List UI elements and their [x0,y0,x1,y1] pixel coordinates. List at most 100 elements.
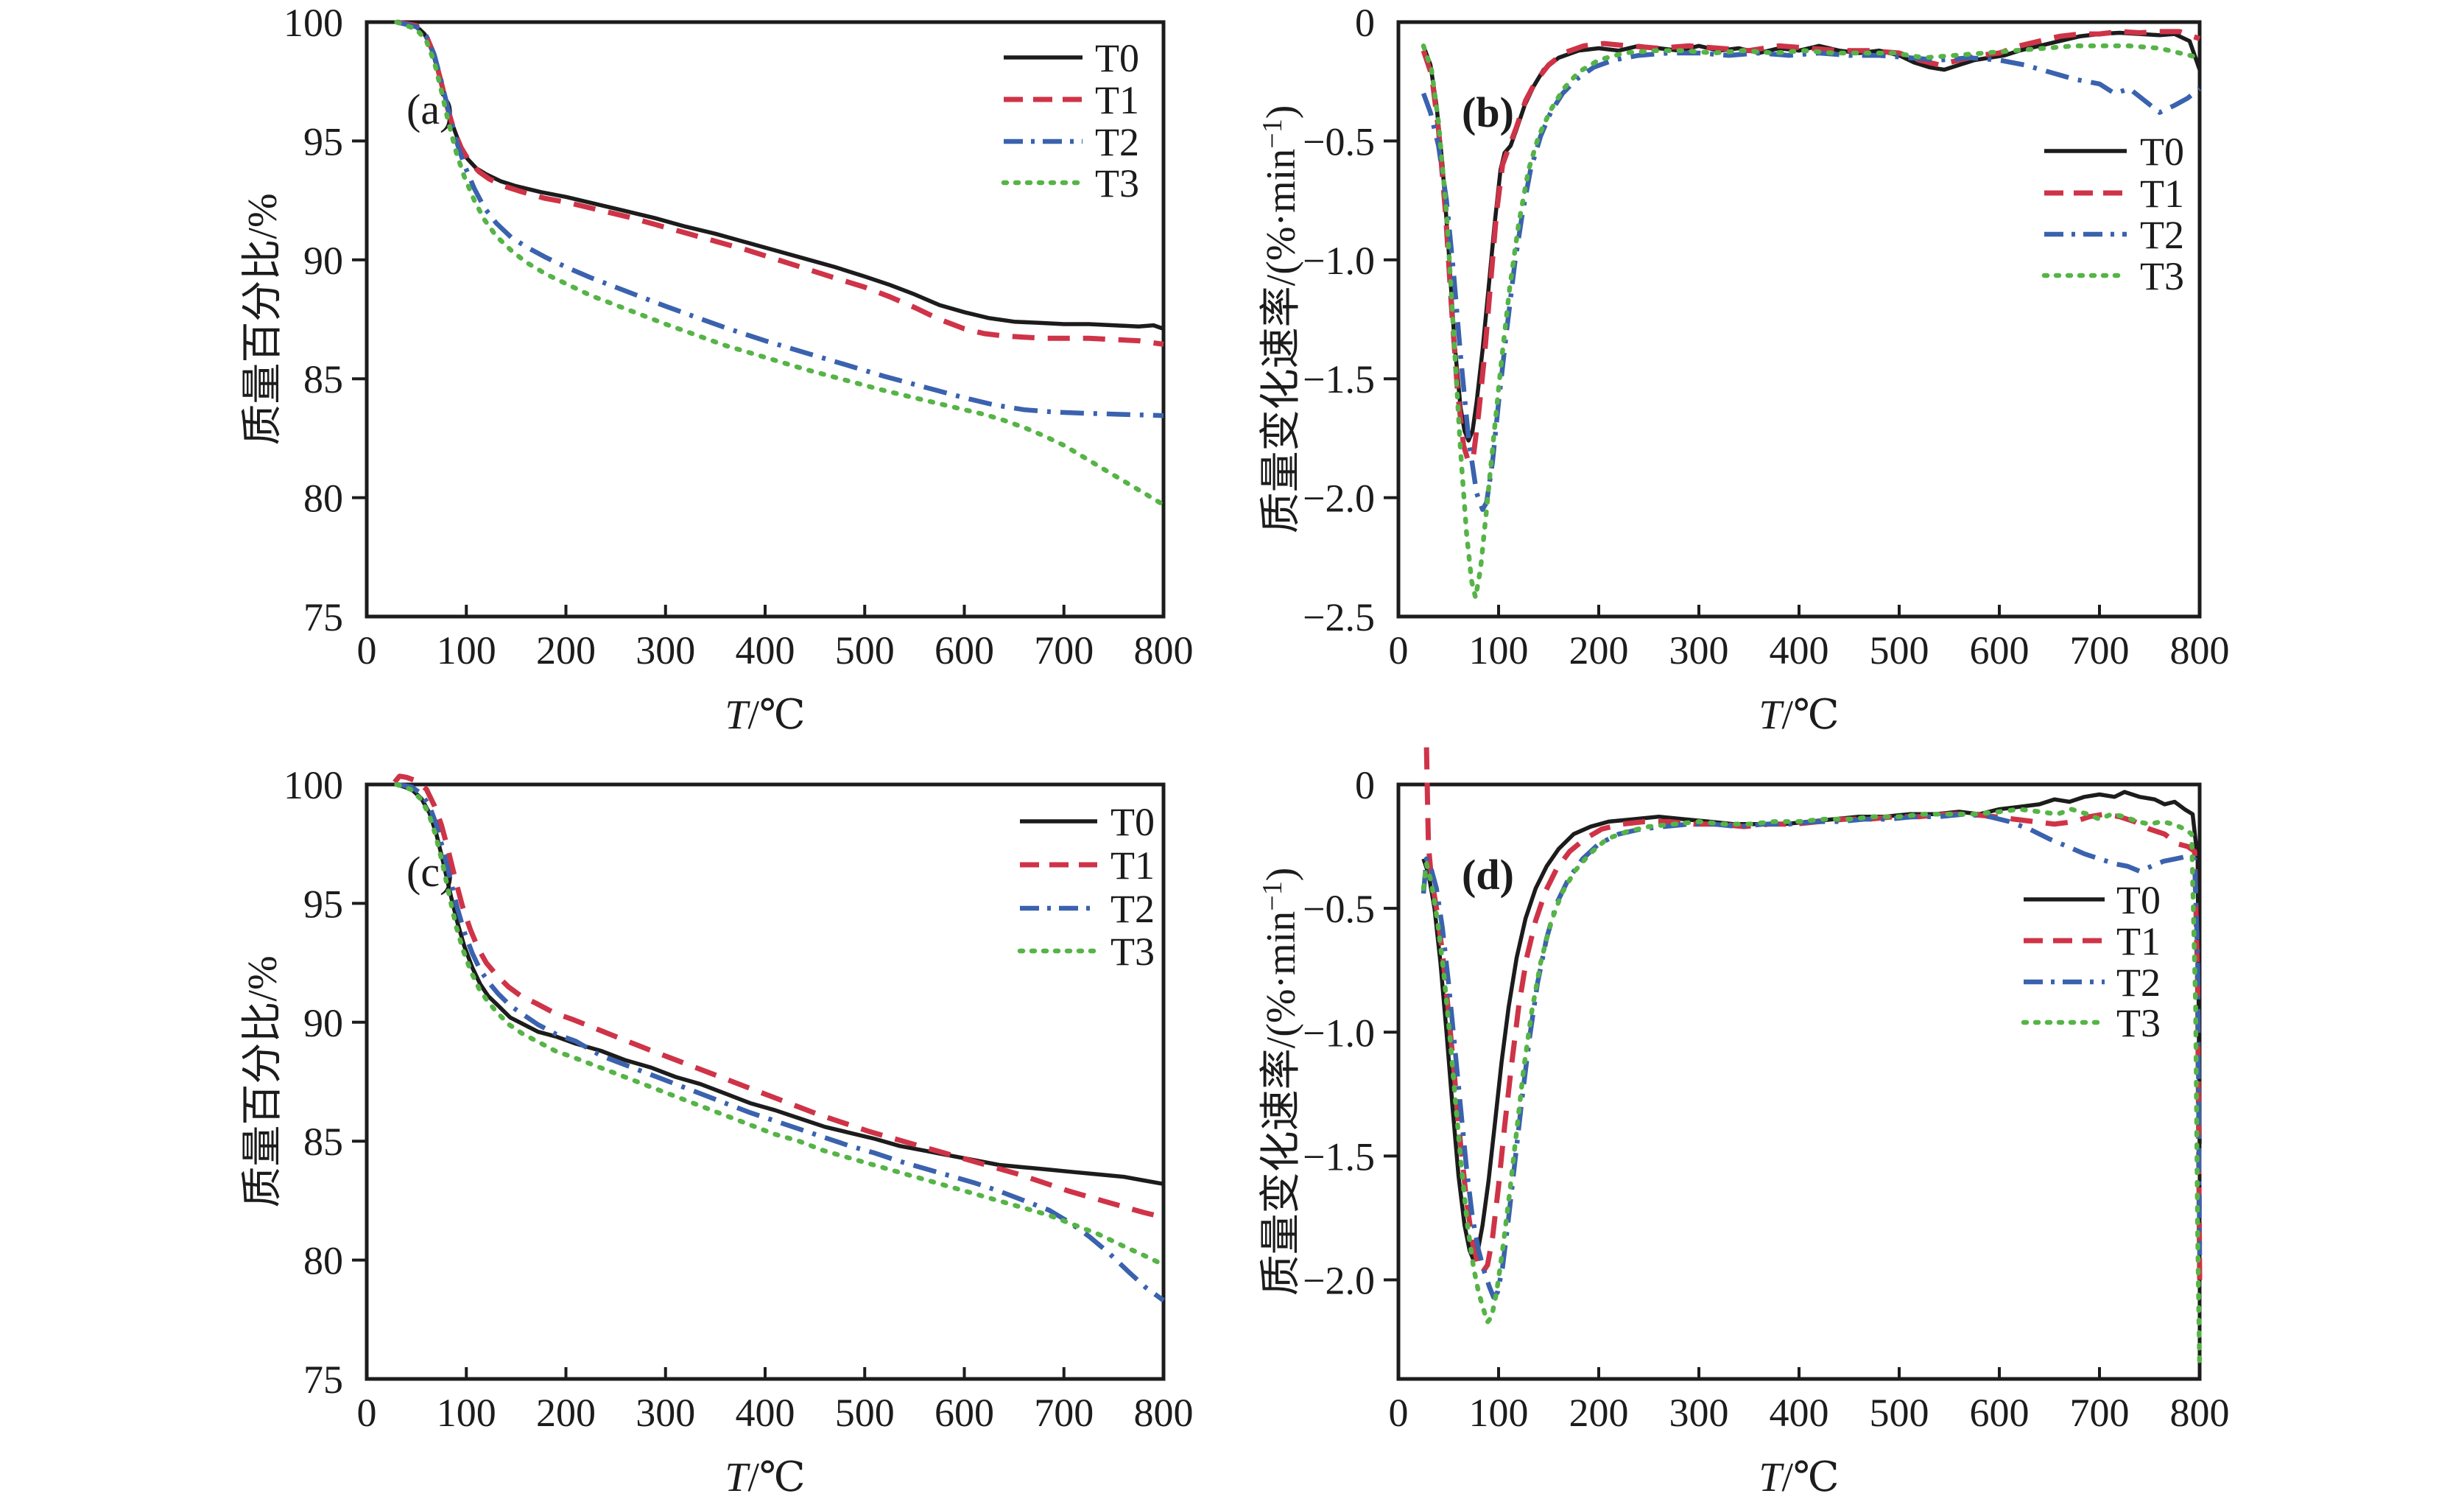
legend-label-T3: T3 [1110,930,1155,974]
legend-label-T3: T3 [2116,1001,2161,1045]
x-tick-label: 400 [1770,1391,1829,1435]
y-axis-title: 质量百分比/% [240,193,286,445]
x-tick-label: 600 [1970,628,2030,673]
y-tick-label: 75 [303,1358,343,1402]
y-tick-label: −0.5 [1303,887,1375,931]
x-tick-label: 400 [736,628,795,673]
y-tick-label: −2.0 [1303,1259,1375,1303]
legend-label-T3: T3 [2140,254,2184,298]
legend-entry-T0: T0 [1004,36,1139,80]
x-tick-label: 600 [1970,1391,2030,1435]
legend-entry-T2: T2 [1004,120,1139,164]
panel-b: 0 100 200 300 400 500 600 700 800 0 −0.5 −1.0 −1.5 −2… [1257,1,2230,738]
x-tick-label: 700 [1034,628,1094,673]
y-tick-label: −1.5 [1303,357,1375,401]
legend-label-T1: T1 [1110,843,1155,888]
panel-label: (d) [1462,851,1514,899]
y-axis-title: 质量变化速率/(%·min−1) [1257,868,1304,1296]
y-axis-b: 0 −0.5 −1.0 −1.5 −2.0 −2.5 [1303,1,1398,639]
legend-label-T0: T0 [2116,878,2161,922]
legend-entry-T1: T1 [2024,919,2161,963]
legend-label-T2: T2 [1095,120,1139,164]
x-tick-label: 100 [1469,628,1529,673]
x-tick-label: 200 [1569,628,1629,673]
plot-box [365,20,1166,619]
y-tick-label: −2.5 [1303,595,1375,639]
legend-entry-T2: T2 [2024,961,2161,1005]
plot-box [1396,782,2202,1381]
x-axis-title: T/℃ [725,1455,805,1499]
x-tick-label: 300 [1669,628,1729,673]
legend-entry-T1: T1 [1004,78,1139,122]
series-T1-curve [1423,747,2203,1280]
x-tick-label: 400 [736,1391,795,1435]
legend-label-T0: T0 [2140,130,2184,174]
panel-c: 0 100 200 300 400 500 600 700 800 75 80 85 90 95 100 T/… [240,763,1194,1499]
legend-entry-T2: T2 [2044,213,2184,257]
x-tick-label: 200 [1569,1391,1629,1435]
x-tick-label: 100 [1469,1391,1529,1435]
x-tick-label: 0 [357,628,377,673]
x-tick-label: 0 [1389,1391,1409,1435]
series-T0-curve [1421,30,2202,443]
legend-label-T1: T1 [2116,919,2161,963]
legend-entry-T1: T1 [1020,843,1155,888]
legend-entry-T3: T3 [2041,254,2184,298]
legend-label-T1: T1 [1095,78,1139,122]
y-axis-a: 75 80 85 90 95 100 [284,1,367,639]
x-tick-label: 500 [1870,628,1929,673]
series-T0-curve [395,782,1164,1187]
y-axis-title: 质量变化速率/(%·min−1) [1257,105,1304,534]
x-axis-d: 0 100 200 300 400 500 600 700 800 [1389,1367,2230,1435]
x-tick-label: 800 [1134,628,1194,673]
x-axis-title: T/℃ [1759,692,1839,738]
series-T2-curve [1421,812,2203,1300]
x-tick-label: 500 [1870,1391,1929,1435]
legend-entry-T2: T2 [1020,887,1155,931]
legend-label-T1: T1 [2140,172,2184,216]
series-T0-curve [1421,790,2202,1263]
panel-label: (b) [1462,88,1514,136]
legend-label-T0: T0 [1110,800,1155,844]
x-tick-label: 300 [636,628,695,673]
x-axis-a: 0 100 200 300 400 500 600 700 800 [357,605,1194,673]
x-tick-label: 0 [357,1391,377,1435]
series-T3-curve [1421,43,2203,600]
series-T2-curve [396,782,1165,1303]
series-T2-curve [1421,50,2202,512]
y-tick-label: −1.0 [1303,239,1375,283]
y-tick-label: 0 [1355,763,1375,807]
legend-label-T2: T2 [2116,961,2161,1005]
series-T3-curve [1421,807,2203,1369]
x-axis-title: T/℃ [1759,1455,1839,1499]
legend-entry-T0: T0 [2024,878,2161,922]
plot-box [1396,20,2202,619]
x-tick-label: 500 [835,628,895,673]
y-axis-title: 质量百分比/% [240,955,286,1207]
legend-entry-T3: T3 [1017,930,1155,974]
legend-label-T0: T0 [1095,36,1139,80]
x-tick-label: 200 [536,1391,596,1435]
x-tick-label: 700 [2070,1391,2130,1435]
x-tick-label: 800 [2170,628,2230,673]
y-tick-label: 100 [284,763,343,807]
y-tick-label: 85 [303,1120,343,1164]
legend-entry-T3: T3 [2021,1001,2161,1045]
panel-d: 0 100 200 300 400 500 600 700 800 0 −0.5 −1.0 −1.5 −2… [1257,747,2230,1499]
series-T0-curve [396,20,1164,331]
series-T1-curve [393,773,1164,1220]
y-tick-label: 90 [303,239,343,283]
x-tick-label: 700 [2070,628,2130,673]
y-tick-label: 80 [303,1239,343,1283]
x-tick-label: 600 [934,628,994,673]
series-T3-curve [394,782,1166,1268]
y-tick-label: 75 [303,595,343,639]
y-tick-label: 0 [1355,1,1375,45]
plot-box [365,782,1166,1381]
legend-entry-T0: T0 [2044,130,2184,174]
